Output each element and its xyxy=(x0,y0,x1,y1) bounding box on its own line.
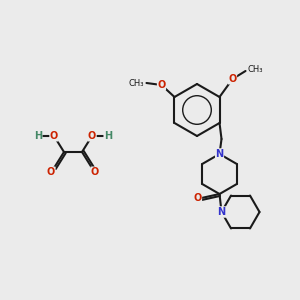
Text: H: H xyxy=(34,131,42,141)
Text: N: N xyxy=(215,149,223,159)
Text: CH₃: CH₃ xyxy=(129,79,145,88)
Text: N: N xyxy=(215,149,223,159)
Text: O: O xyxy=(158,80,166,90)
Text: H: H xyxy=(104,131,112,141)
Text: O: O xyxy=(47,167,55,177)
Text: N: N xyxy=(218,207,226,217)
Text: CH₃: CH₃ xyxy=(248,65,263,74)
Text: O: O xyxy=(228,74,237,84)
Text: O: O xyxy=(88,131,96,141)
Text: N: N xyxy=(218,207,226,217)
Text: O: O xyxy=(50,131,58,141)
Text: O: O xyxy=(91,167,99,177)
Text: O: O xyxy=(194,193,202,203)
